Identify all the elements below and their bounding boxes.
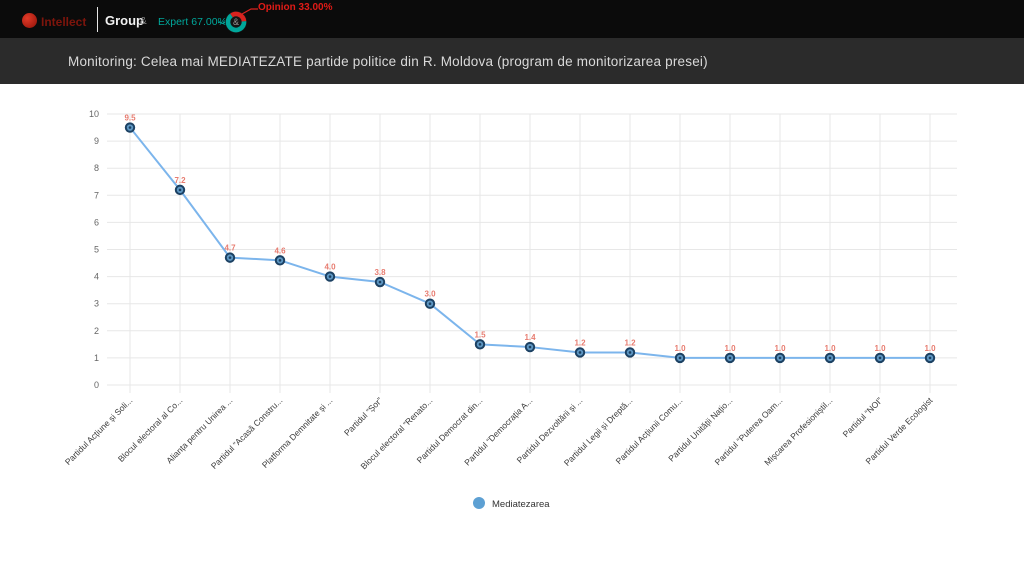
data-point-center (278, 259, 282, 262)
data-point-center (328, 275, 332, 278)
data-label: 7.2 (174, 176, 186, 185)
data-label: 1.0 (774, 344, 786, 353)
data-label: 3.0 (424, 290, 436, 299)
brand-name-group: Group (105, 13, 144, 28)
data-label: 1.5 (474, 330, 486, 339)
data-label: 1.0 (924, 344, 936, 353)
data-label: 4.6 (274, 246, 286, 255)
y-axis-label: 9 (94, 136, 99, 146)
data-label: 1.4 (524, 333, 536, 342)
data-point-center (378, 280, 382, 284)
data-label: 1.0 (824, 344, 836, 353)
y-axis-label: 0 (94, 380, 99, 390)
x-axis-label: Partidul “NOI” (841, 395, 885, 439)
data-point-center (228, 256, 232, 259)
data-label: 1.0 (674, 344, 686, 353)
data-point-center (478, 343, 482, 346)
report-title-bar: Monitoring: Celea mai MEDIATEZATE partid… (0, 38, 1024, 84)
data-label: 4.7 (224, 244, 236, 253)
data-point-center (828, 356, 832, 360)
expert-opinion-donut-icon: & (217, 2, 264, 38)
y-axis-label: 6 (94, 217, 99, 227)
data-point-center (778, 356, 782, 360)
brand-name-intellect: Intellect (41, 15, 87, 29)
opinion-pointer-line (241, 8, 258, 15)
legend-label: Mediatezarea (492, 499, 550, 510)
data-label: 3.8 (374, 268, 386, 277)
data-point-center (928, 356, 932, 360)
data-point-center (878, 356, 882, 360)
donut-expert-arc (225, 13, 247, 33)
data-label: 1.0 (874, 344, 886, 353)
opinion-percentage-label: Opinion 33.00% (258, 2, 333, 13)
data-label: 1.2 (624, 338, 636, 347)
data-point-center (428, 302, 432, 305)
data-point-center (628, 351, 632, 354)
data-point-center (728, 356, 732, 360)
y-axis-label: 2 (94, 326, 99, 336)
legend-item-mediatezarea[interactable]: Mediatezarea (473, 497, 550, 510)
data-point-center (678, 356, 682, 360)
expert-percentage-label: Expert 67.00% (158, 16, 227, 28)
data-point-center (578, 351, 582, 354)
data-point-center (128, 126, 132, 129)
y-axis-label: 8 (94, 163, 99, 173)
brand-ampersand: & (140, 16, 147, 27)
app-header: Intellect Group & Expert 67.00% & Opinio… (0, 0, 1024, 38)
x-axis-label: Partidul “Șor” (342, 395, 385, 438)
data-label: 1.2 (574, 338, 586, 347)
expert-connector-line (217, 21, 226, 25)
donut-center-glyph: & (233, 17, 239, 27)
y-axis-label: 4 (94, 272, 99, 282)
media-monitoring-line-chart: 0 1 2 3 4 5 6 7 8 9 10 9.5 7.2 4.7 4.6 4.0 3.8 3.0 1.5 1.4 1… (63, 109, 957, 510)
data-point-center (528, 345, 532, 349)
data-point-center (178, 188, 182, 192)
data-label: 4.0 (324, 263, 336, 272)
intellect-logo-icon (22, 13, 37, 28)
data-label: 1.0 (724, 344, 736, 353)
y-axis-label: 3 (94, 299, 99, 309)
y-axis-label: 5 (94, 245, 99, 255)
brand-divider (97, 7, 98, 32)
donut-opinion-arc (230, 11, 247, 22)
y-axis-label: 10 (89, 109, 99, 119)
page-title: Monitoring: Celea mai MEDIATEZATE partid… (68, 53, 708, 69)
chart-region: 0 1 2 3 4 5 6 7 8 9 10 9.5 7.2 4.7 4.6 4.0 3.8 3.0 1.5 1.4 1… (0, 84, 1024, 530)
data-label: 9.5 (124, 114, 136, 123)
y-axis-label: 1 (94, 353, 99, 363)
y-axis-label: 7 (94, 190, 99, 200)
legend-marker-icon (473, 497, 485, 509)
